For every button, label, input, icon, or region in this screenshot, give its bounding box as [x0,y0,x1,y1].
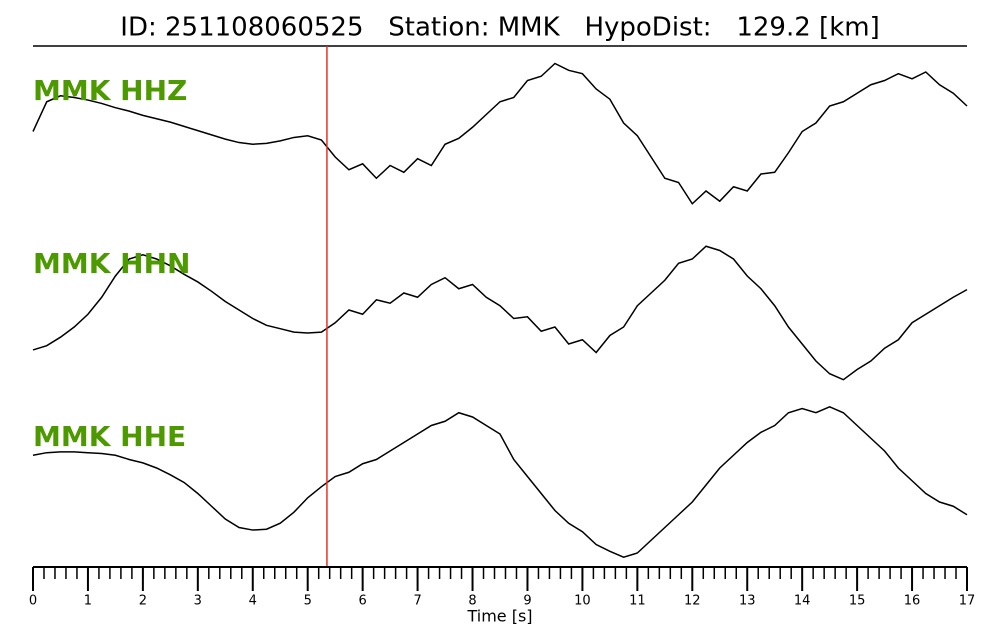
x-tick-label: 14 [794,594,811,609]
trace [32,405,968,559]
x-tick-label: 7 [413,594,421,609]
x-tick-label: 3 [194,594,202,609]
x-tick-label: 11 [629,594,646,609]
x-tick-label: 4 [249,594,257,609]
x-tick-label: 6 [359,594,367,609]
x-tick-label: 1 [84,594,92,609]
channel-label: MMK HHN [33,247,190,280]
x-tick-label: 16 [904,594,921,609]
x-tick-label: 0 [29,594,37,609]
x-tick-label: 9 [523,594,531,609]
chart-title: ID: 251108060525 Station: MMK HypoDist: … [120,13,879,43]
x-tick-label: 2 [139,594,147,609]
x-tick-label: 8 [468,594,476,609]
channel-label: MMK HHE [33,420,186,453]
x-tick-label: 10 [574,594,591,609]
channel-label: MMK HHZ [33,74,187,107]
trace [32,62,968,205]
x-axis-label: Time [s] [466,607,532,626]
x-tick-label: 13 [739,594,756,609]
trace [32,245,968,381]
x-tick-label: 12 [684,594,701,609]
x-tick-label: 15 [849,594,866,609]
x-tick-label: 17 [959,594,976,609]
x-tick-label: 5 [304,594,312,609]
